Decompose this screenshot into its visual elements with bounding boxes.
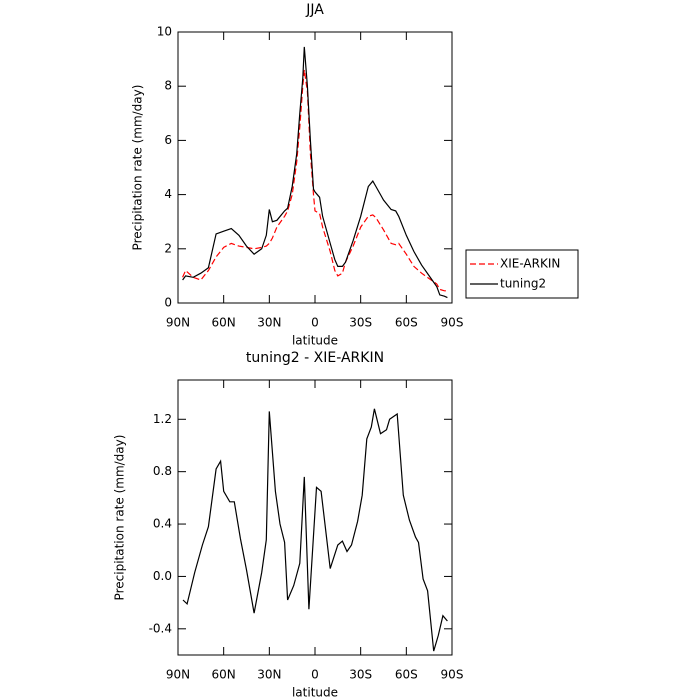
x-tick-label: 30N	[257, 668, 281, 682]
y-axis-label: Precipitation rate (mm/day)	[131, 85, 145, 251]
chart-title: JJA	[305, 2, 324, 18]
x-tick-label: 30S	[349, 316, 372, 330]
y-tick-label: 0.0	[153, 569, 172, 583]
y-tick-label: 1.2	[153, 412, 172, 426]
y-tick-label: 0.4	[153, 517, 172, 531]
series-line	[182, 69, 448, 292]
legend-label: XIE-ARKIN	[500, 257, 560, 271]
series-line	[182, 46, 448, 299]
x-tick-label: 60N	[212, 316, 236, 330]
x-tick-label: 90N	[166, 668, 190, 682]
x-tick-label: 60N	[212, 668, 236, 682]
chart-title: tuning2 - XIE-ARKIN	[246, 350, 384, 366]
x-tick-label: 90S	[441, 316, 464, 330]
y-tick-label: 0.8	[153, 464, 172, 478]
series-line	[182, 408, 448, 652]
y-axis-label: Precipitation rate (mm/day)	[113, 435, 127, 601]
x-tick-label: 90S	[441, 668, 464, 682]
x-tick-label: 30S	[349, 668, 372, 682]
x-tick-label: 0	[311, 316, 319, 330]
legend-box	[465, 249, 579, 299]
y-tick-label: 10	[157, 25, 172, 39]
y-tick-label: -0.4	[149, 621, 172, 635]
y-tick-label: 6	[164, 133, 172, 147]
y-tick-label: 2	[164, 241, 172, 255]
x-axis-label: latitude	[292, 334, 338, 348]
x-tick-label: 90N	[166, 316, 190, 330]
x-tick-label: 0	[311, 668, 319, 682]
y-tick-label: 8	[164, 79, 172, 93]
y-tick-label: 4	[164, 187, 172, 201]
x-tick-label: 30N	[257, 316, 281, 330]
x-tick-label: 60S	[395, 668, 418, 682]
x-axis-label: latitude	[292, 686, 338, 700]
y-tick-label: 0	[164, 296, 172, 310]
legend-label: tuning2	[500, 277, 546, 291]
x-tick-label: 60S	[395, 316, 418, 330]
